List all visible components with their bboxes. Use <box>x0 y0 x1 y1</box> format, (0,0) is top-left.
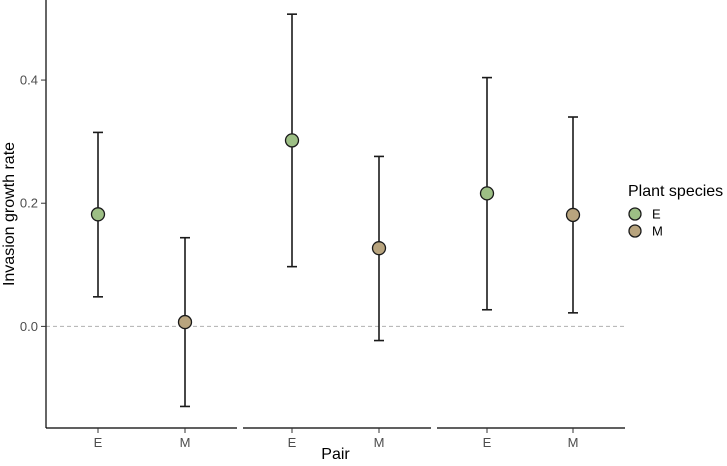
data-point <box>565 207 581 223</box>
y-axis-title: Invasion growth rate <box>1 142 18 286</box>
data-point <box>371 241 387 256</box>
x-tick-label: E <box>483 435 492 450</box>
axes-layer: 0.0 0.2 0.4 E M E M E M <box>20 0 625 450</box>
y-tick-label: 0.4 <box>20 73 38 88</box>
legend-label: M <box>652 224 663 239</box>
data-point-group <box>284 13 300 268</box>
x-tick-label: M <box>180 435 191 450</box>
legend: Plant species EM <box>628 183 723 239</box>
x-tick-label: E <box>288 435 297 450</box>
x-tick-label: M <box>568 435 579 450</box>
legend-title: Plant species <box>628 183 723 200</box>
legend-swatch <box>628 224 642 238</box>
y-tick-label: 0.2 <box>20 196 38 211</box>
x-axis-title: Pair <box>321 446 350 463</box>
data-point-group <box>177 236 193 408</box>
x-tick-label: M <box>374 435 385 450</box>
y-tick-label: 0.0 <box>20 319 38 334</box>
x-tick-label: E <box>94 435 103 450</box>
data-point-group <box>90 131 106 298</box>
legend-label: E <box>652 207 661 222</box>
data-point-group <box>565 116 581 314</box>
data-point <box>479 186 495 201</box>
data-point <box>177 314 193 330</box>
data-point <box>284 133 300 148</box>
data-point-group <box>371 155 387 342</box>
marks-layer <box>90 13 581 408</box>
data-point <box>90 207 106 222</box>
data-point-group <box>479 76 495 311</box>
legend-swatch <box>628 207 642 221</box>
